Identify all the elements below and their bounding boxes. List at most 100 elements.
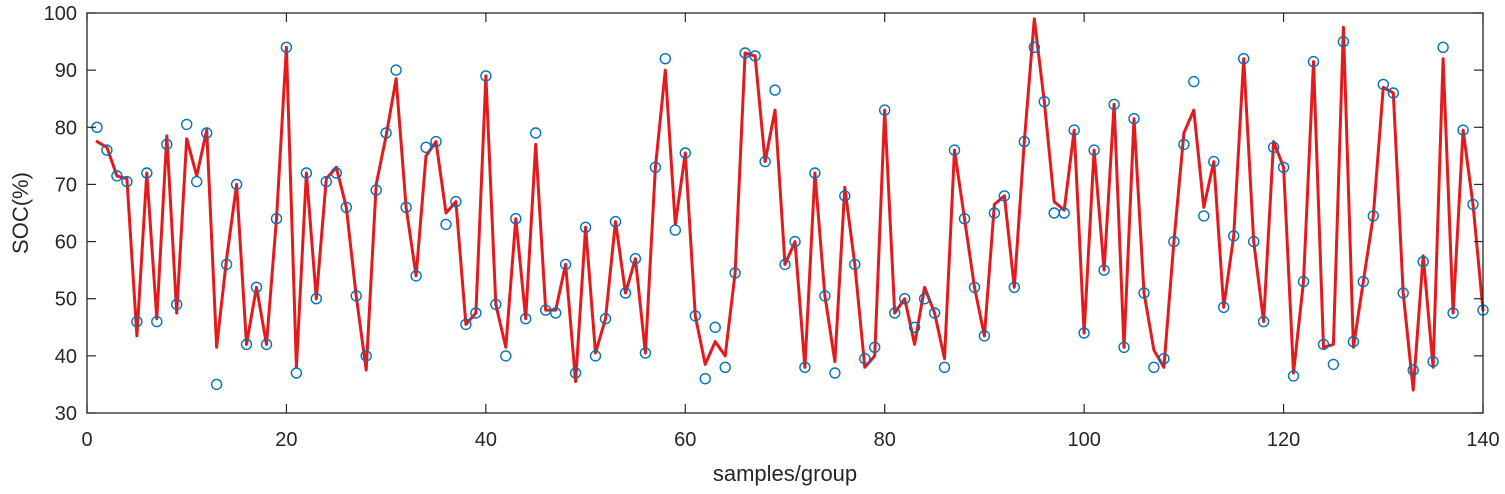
data-point-actual: [1347, 335, 1360, 348]
data-point-actual: [1277, 161, 1290, 174]
data-point-actual: [1257, 315, 1270, 328]
data-point-actual: [639, 347, 652, 359]
axis-ticks: 0 20 40 60 80 100 120 140 30 40 50 60 70 80 90 100: [44, 3, 1500, 451]
data-point-actual: [270, 212, 283, 225]
data-point-actual: [769, 84, 781, 96]
data-point-actual: [280, 41, 293, 53]
data-point-actual: [1397, 287, 1409, 299]
axes-box: [86, 12, 1484, 414]
data-point-actual: [180, 118, 193, 131]
data-point-actual: [1427, 355, 1439, 368]
data-point-actual: [1148, 361, 1160, 373]
data-point-actual: [1287, 370, 1300, 382]
data-point-actual: [520, 313, 532, 325]
data-point-actual: [559, 258, 572, 271]
data-point-actual: [430, 135, 442, 148]
data-point-actual: [938, 361, 951, 373]
data-point-actual: [869, 341, 881, 353]
data-point-actual: [1317, 338, 1330, 351]
data-point-actual: [410, 270, 422, 282]
x-tick-label: 0: [81, 429, 92, 451]
data-point-actual: [908, 321, 921, 333]
data-point-actual: [579, 221, 592, 234]
data-point-actual: [420, 141, 432, 154]
data-point-actual: [1088, 144, 1100, 156]
data-point-actual: [450, 195, 462, 208]
data-point-actual: [1078, 327, 1090, 339]
data-point-actual: [170, 298, 183, 311]
data-point-actual: [699, 373, 711, 385]
data-point-actual: [161, 138, 173, 151]
data-point-actual: [729, 267, 741, 279]
data-point-actual: [889, 307, 901, 319]
data-point-actual: [988, 207, 1001, 219]
data-point-actual: [1417, 255, 1429, 268]
data-point-actual: [859, 353, 871, 365]
data-point-actual: [899, 293, 911, 305]
data-point-actual: [290, 367, 303, 379]
data-point-actual: [240, 338, 253, 351]
data-point-actual: [839, 190, 851, 202]
data-point-actual: [709, 321, 721, 333]
data-point-actual: [1267, 141, 1280, 154]
data-point-actual: [370, 184, 382, 196]
data-point-actual: [799, 361, 811, 373]
data-point-actual: [1337, 35, 1350, 48]
y-tick-label: 30: [55, 403, 77, 425]
data-point-actual: [659, 53, 671, 65]
data-point-actual: [1377, 78, 1390, 91]
data-point-actual: [599, 313, 612, 325]
data-point-actual: [609, 215, 622, 228]
data-point-actual: [1038, 95, 1051, 108]
data-point-actual: [1108, 98, 1120, 111]
x-tick-label: 20: [275, 429, 297, 451]
data-point-actual: [1068, 124, 1080, 136]
data-point-actual: [460, 318, 472, 331]
data-point-actual: [340, 201, 352, 214]
data-point-actual: [1297, 275, 1310, 288]
data-point-actual: [689, 310, 701, 322]
x-axis-label: samples/group: [713, 461, 857, 486]
data-point-actual: [1028, 41, 1041, 53]
x-tick-label: 100: [1067, 429, 1100, 451]
data-point-actual: [500, 350, 512, 362]
y-tick-label: 100: [44, 3, 77, 25]
data-point-actual: [510, 212, 522, 225]
data-point-actual: [1128, 112, 1140, 125]
data-point-actual: [569, 367, 582, 379]
data-point-actual: [679, 147, 691, 159]
data-point-actual: [1247, 235, 1260, 248]
data-point-actual: [230, 178, 243, 191]
y-tick-label: 50: [55, 289, 77, 311]
data-point-actual: [1467, 198, 1479, 211]
data-point-actual: [1018, 135, 1031, 148]
data-point-actual: [1217, 301, 1230, 313]
data-point-actual: [649, 161, 662, 174]
data-point-actual: [320, 175, 332, 188]
data-point-actual: [540, 304, 552, 316]
data-point-actual: [1357, 275, 1370, 288]
data-point-actual: [1168, 235, 1180, 248]
data-point-actual: [550, 307, 562, 319]
x-tick-label: 120: [1267, 429, 1300, 451]
data-point-actual: [131, 315, 143, 328]
data-point-actual: [968, 281, 981, 293]
data-point-actual: [619, 287, 632, 299]
x-tick-label: 60: [674, 429, 696, 451]
data-point-actual: [998, 190, 1011, 202]
data-point-actual: [978, 330, 991, 342]
data-point-actual: [210, 378, 223, 391]
data-point-actual: [779, 258, 791, 271]
data-point-actual: [1447, 307, 1459, 319]
data-point-actual: [1158, 353, 1170, 365]
data-point-actual: [1327, 358, 1340, 371]
data-point-actual: [190, 175, 203, 188]
data-point-actual: [1118, 341, 1130, 353]
data-point-actual: [330, 167, 342, 179]
y-tick-label: 40: [55, 346, 77, 368]
x-tick-label: 140: [1466, 429, 1499, 451]
y-tick-label: 90: [55, 60, 77, 82]
data-point-actual: [819, 290, 831, 302]
data-point-actual: [390, 64, 402, 76]
